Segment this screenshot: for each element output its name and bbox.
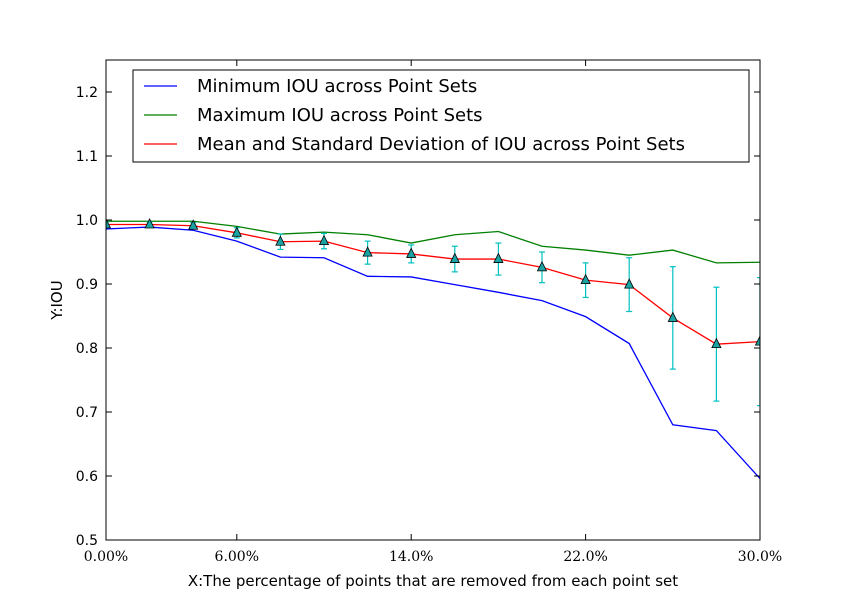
legend: Minimum IOU across Point Sets Maximum IOU… (132, 69, 750, 163)
data-point-marker (754, 335, 760, 346)
y-tick-label: 0.7 (76, 405, 98, 421)
data-point-marker (362, 246, 373, 257)
data-point-marker (580, 273, 591, 285)
y-tick-label: 0.6 (76, 469, 98, 485)
data-point-marker (711, 337, 722, 349)
ticks-layer: 0.5 0.6 0.7 0.8 0.9 1.0 1.1 1.2 0.00% 6.00% 14.0% 2… (76, 60, 782, 565)
data-point-marker (144, 218, 155, 229)
data-point-marker (624, 278, 635, 289)
y-tick-label: 1.0 (76, 213, 98, 229)
data-point-marker (318, 234, 330, 246)
x-tick-label: 6.00% (215, 549, 259, 565)
legend-label-3: Mean and Standard Deviation of IOU acros… (197, 134, 685, 155)
series-line-1 (106, 226, 760, 479)
y-tick-label: 1.1 (76, 149, 98, 165)
series-layer (106, 218, 760, 479)
plot-area (106, 218, 760, 479)
data-point-marker (231, 226, 242, 237)
legend-label-1: Minimum IOU across Point Sets (197, 76, 477, 97)
plot-frame (105, 59, 761, 541)
y-axis-label: Y:IOU (48, 280, 66, 320)
y-tick-label: 0.8 (76, 341, 98, 357)
data-point-marker (275, 235, 286, 246)
data-point-marker (188, 219, 199, 230)
data-point-marker (106, 218, 112, 229)
x-tick-label: 22.0% (563, 549, 607, 565)
data-point-marker (493, 252, 504, 263)
y-tick-label: 0.5 (76, 533, 98, 549)
y-tick-label: 1.2 (76, 85, 98, 101)
y-tick-label: 0.9 (76, 277, 98, 293)
data-point-marker (406, 247, 417, 258)
x-tick-label: 14.0% (389, 549, 433, 565)
x-axis-label: X:The percentage of points that are remo… (188, 572, 678, 590)
data-point-marker (449, 252, 460, 263)
series-line-2 (106, 220, 760, 264)
series-line-3 (106, 223, 760, 345)
x-tick-label: 0.00% (84, 549, 128, 565)
data-point-marker (667, 311, 678, 322)
data-point-marker (536, 260, 548, 272)
legend-box (132, 69, 750, 163)
x-tick-label: 30.0% (738, 549, 782, 565)
legend-label-2: Maximum IOU across Point Sets (197, 105, 483, 126)
